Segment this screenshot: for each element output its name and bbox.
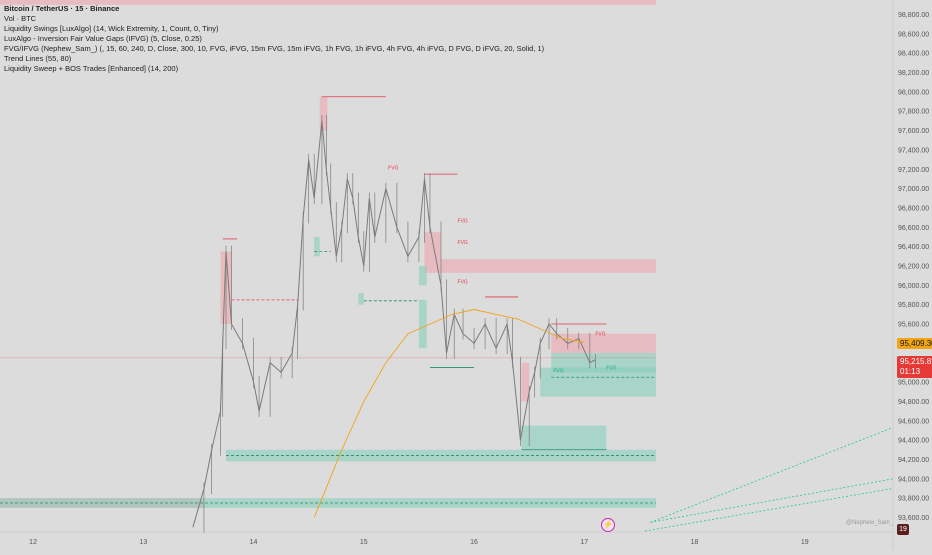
y-tick-label: 96,200.00 — [898, 264, 929, 271]
y-tick-label: 95,000.00 — [898, 380, 929, 387]
bull-zone — [314, 236, 320, 257]
bull-zone — [551, 353, 656, 373]
y-tick-label: 94,400.00 — [898, 438, 929, 445]
y-tick-label: 97,800.00 — [898, 109, 929, 116]
y-tick-label: 96,000.00 — [898, 283, 929, 290]
x-tick-label: 12 — [29, 539, 37, 546]
y-tick-label: 93,800.00 — [898, 496, 929, 503]
trend-line — [650, 427, 894, 523]
fvg-label: FVG — [595, 332, 605, 338]
y-tick-label: 95,800.00 — [898, 302, 929, 309]
bull-zone — [418, 299, 427, 349]
y-tick-label: 97,600.00 — [898, 128, 929, 135]
y-tick-label: 96,600.00 — [898, 225, 929, 232]
y-tick-label: 97,200.00 — [898, 167, 929, 174]
bull-zone — [226, 449, 656, 462]
bear-zone — [424, 232, 441, 260]
y-tick-label: 98,000.00 — [898, 89, 929, 96]
indicator-label-ifvg[interactable]: LuxAlgo - Inversion Fair Value Gaps (IFV… — [4, 34, 202, 43]
bear-zone — [551, 333, 656, 354]
y-tick-label: 95,600.00 — [898, 322, 929, 329]
ema-price-tag: 95,409.30 — [897, 338, 932, 349]
timezone-badge[interactable]: 19 — [897, 524, 909, 535]
y-tick-label: 94,600.00 — [898, 418, 929, 425]
fvg-label: FVG — [458, 279, 468, 285]
chart-legend: Bitcoin / TetherUS · 15 · Binance Vol · … — [4, 4, 544, 74]
fvg-label: FVG — [458, 218, 468, 224]
y-tick-label: 97,000.00 — [898, 186, 929, 193]
x-tick-label: 14 — [250, 539, 258, 546]
y-tick-label: 96,400.00 — [898, 244, 929, 251]
bar-countdown: 01:13 — [900, 367, 921, 376]
y-tick-label: 94,000.00 — [898, 476, 929, 483]
bear-zone — [319, 96, 328, 131]
y-tick-label: 98,200.00 — [898, 70, 929, 77]
author-watermark: @Nephew_Sam_ — [846, 520, 894, 526]
indicator-label-liquidity-sweep[interactable]: Liquidity Sweep + BOS Trades [Enhanced] … — [4, 64, 179, 73]
y-tick-label: 97,400.00 — [898, 147, 929, 154]
x-tick-label: 18 — [691, 539, 699, 546]
x-tick-label: 16 — [470, 539, 478, 546]
bear-zone — [0, 0, 656, 5]
indicator-label-fvg-ifvg[interactable]: FVG/IFVG (Nephew_Sam_) (, 15, 60, 240, D… — [4, 44, 545, 53]
indicator-label-liquidity-swings[interactable]: Liquidity Swings [LuxAlgo] (14, Wick Ext… — [4, 24, 219, 33]
y-tick-label: 98,800.00 — [898, 12, 929, 19]
x-tick-label: 17 — [580, 539, 588, 546]
bear-zone — [521, 362, 530, 402]
y-tick-label: 96,800.00 — [898, 205, 929, 212]
y-tick-label: 93,600.00 — [898, 515, 929, 522]
bull-zone — [418, 266, 427, 286]
bull-zone — [358, 293, 364, 305]
y-tick-label: 94,200.00 — [898, 457, 929, 464]
bear-zone — [424, 259, 656, 273]
symbol-title[interactable]: Bitcoin / TetherUS · 15 · Binance — [4, 4, 120, 13]
bull-zone — [521, 425, 607, 450]
indicator-label-trend-lines[interactable]: Trend Lines (55, 80) — [4, 54, 72, 63]
x-tick-label: 15 — [360, 539, 368, 546]
y-tick-label: 98,400.00 — [898, 51, 929, 58]
lightning-event-icon[interactable]: ⚡ — [601, 518, 615, 532]
last-price-value: 95,215.81 — [900, 357, 932, 366]
y-tick-label: 98,600.00 — [898, 31, 929, 38]
x-tick-label: 13 — [139, 539, 147, 546]
ema-series-line — [313, 309, 585, 518]
fvg-label: FVG — [458, 240, 468, 246]
last-price-tag: 95,215.81 01:13 — [897, 356, 932, 378]
indicator-label-volume[interactable]: Vol · BTC — [4, 14, 37, 23]
fvg-label: FVG — [553, 368, 563, 374]
x-tick-label: 19 — [801, 539, 809, 546]
fvg-label: FVG — [606, 365, 616, 371]
trend-line — [644, 488, 894, 532]
fvg-label: FVG — [388, 165, 398, 171]
y-tick-label: 94,800.00 — [898, 399, 929, 406]
trend-line — [650, 478, 894, 523]
